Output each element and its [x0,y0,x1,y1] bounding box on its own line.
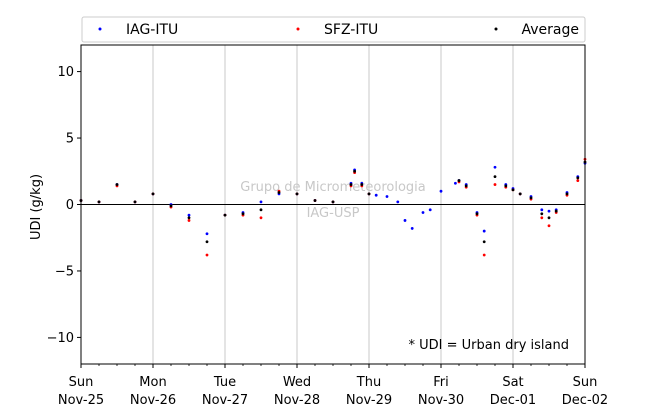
data-point [187,213,191,217]
data-point [259,216,263,220]
data-point [547,224,551,228]
legend-label: SFZ-ITU [324,22,378,38]
x-tick-date: Nov-30 [418,393,464,408]
legend-marker [98,27,102,31]
legend-label: Average [522,22,580,38]
data-point [295,192,299,196]
data-point [482,240,486,244]
x-tick-day: Sun [69,375,94,390]
x-tick-day: Sat [502,375,523,390]
data-point [493,175,497,178]
legend-box [81,16,586,43]
series-iag-itu [79,161,587,236]
y-tick-label: −10 [47,331,74,346]
y-tick-label: −5 [55,264,74,279]
data-points [79,157,587,257]
data-point [457,179,461,182]
data-point [349,183,353,186]
data-point [428,208,432,212]
x-tick-date: Nov-27 [202,393,248,408]
data-point [205,232,209,236]
data-point [187,216,191,220]
data-point [259,208,263,212]
data-point [547,209,551,213]
x-tick-day: Wed [283,375,311,390]
y-axis: −10 −5 0 5 10 [47,65,81,346]
data-point [421,211,425,214]
legend-label: IAG-ITU [126,22,178,38]
data-point [504,184,508,188]
data-point [410,227,414,230]
data-point [169,204,173,208]
y-tick-label: 10 [57,65,74,80]
data-point [540,216,544,220]
data-point [97,200,101,204]
data-point [540,208,544,212]
data-point [385,195,389,198]
data-point [439,189,443,193]
y-tick-label: 5 [66,132,74,147]
udi-note: * UDI = Urban dry island [409,338,569,353]
data-point [518,192,522,196]
data-point [331,200,335,204]
data-point [223,213,227,217]
data-point [464,184,468,188]
x-tick-date: Nov-26 [130,393,176,408]
x-tick-date: Nov-25 [58,393,104,408]
data-point [259,200,263,204]
y-axis-label: UDI (g/kg) [29,174,44,240]
legend-marker [494,27,498,31]
data-point [554,209,558,213]
data-point [367,192,371,196]
data-point [547,216,551,220]
watermark-line-1: Grupo de Micrometeorologia [240,180,426,195]
data-point [482,253,486,257]
data-point [511,188,515,192]
data-point [454,181,457,185]
data-point [374,193,378,197]
x-axis: Sun Nov-25 Mon Nov-26 Tue Nov-27 Wed Nov-28 Thu N… [58,364,608,408]
data-point [493,183,497,186]
data-point [151,192,155,196]
x-tick-day: Sun [573,375,598,390]
x-tick-day: Thu [356,375,381,390]
data-point [576,179,580,182]
data-point [205,253,209,257]
watermark: Grupo de Micrometeorologia IAG-USP [240,180,426,221]
data-point [540,212,544,216]
data-point [576,176,580,180]
x-tick-date: Nov-28 [274,393,320,408]
x-tick-date: Dec-02 [562,393,608,408]
x-tick-day: Tue [213,375,236,390]
data-point [313,199,317,202]
series-average [79,160,587,244]
data-point [475,212,479,216]
data-point [133,200,137,204]
data-point [529,196,533,200]
y-tick-label: 0 [66,198,74,213]
data-point [277,191,281,194]
x-tick-date: Dec-01 [490,393,536,408]
data-point [241,212,245,216]
watermark-line-2: IAG-USP [307,206,360,221]
data-point [115,183,119,186]
data-point [205,240,209,244]
data-point [482,229,486,233]
data-point [353,169,356,173]
data-point [493,165,497,169]
data-point [403,219,407,222]
x-tick-day: Mon [139,375,166,390]
x-tick-day: Fri [433,375,449,390]
data-point [187,219,191,222]
data-point [565,192,569,196]
data-point [396,200,400,204]
x-tick-date: Nov-29 [346,393,392,408]
legend-marker [296,27,300,31]
legend: IAG-ITU SFZ-ITU Average [81,16,586,43]
data-point [360,183,364,186]
